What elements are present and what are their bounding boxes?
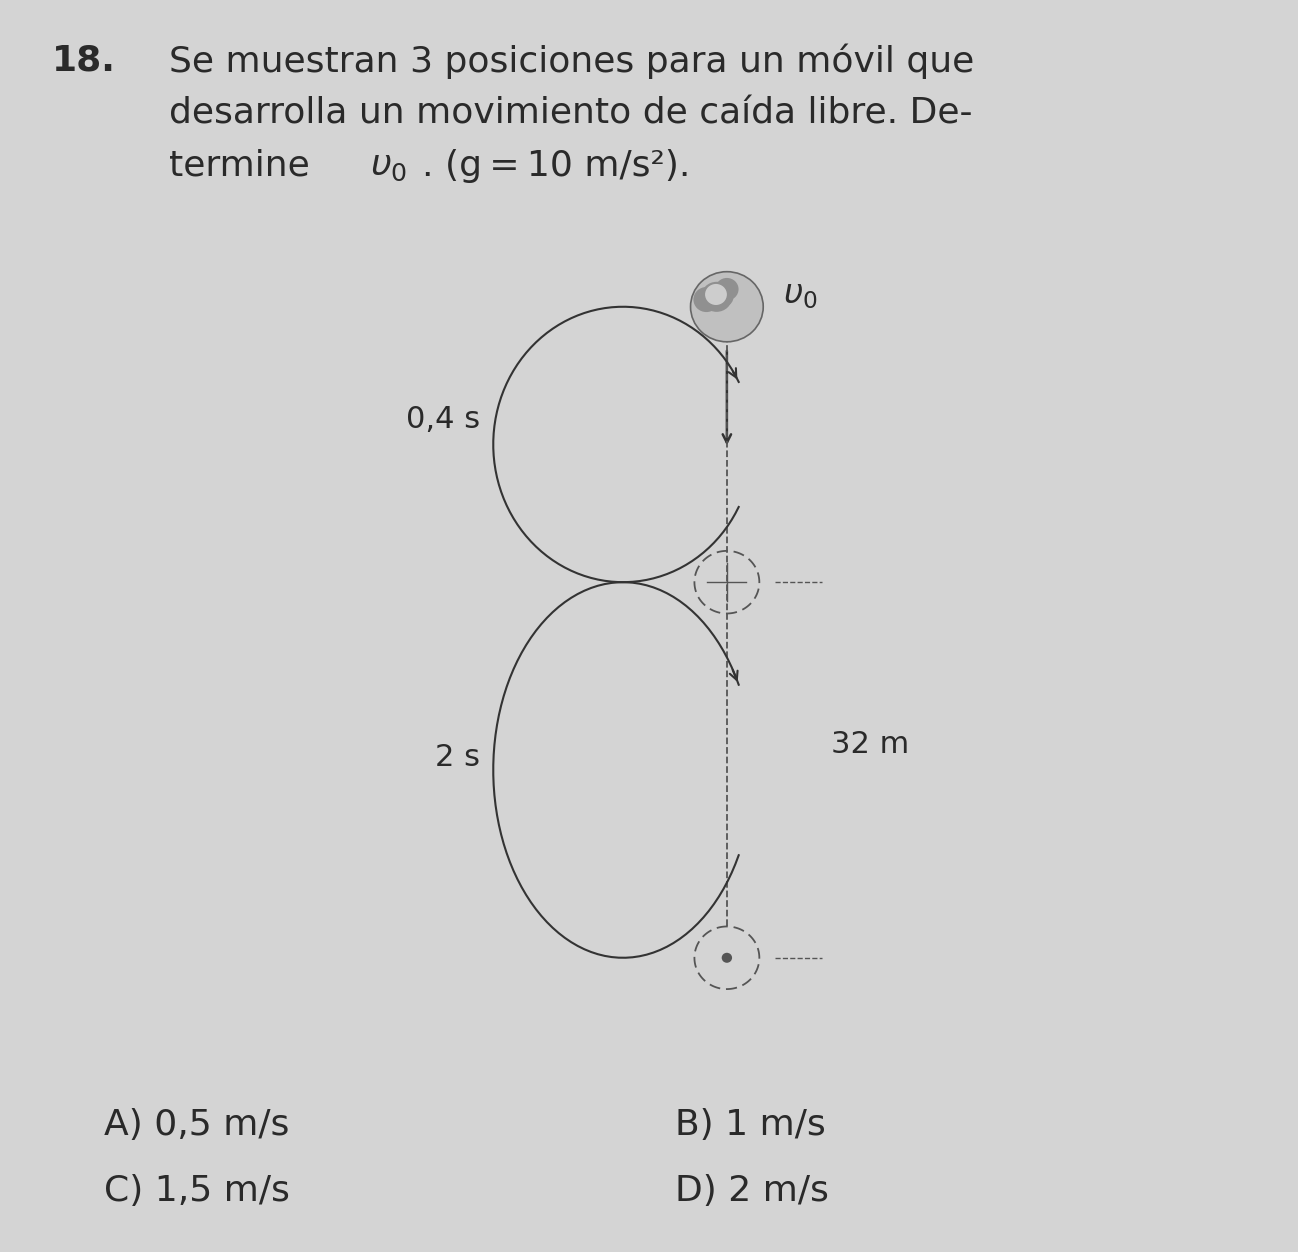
Text: A) 0,5 m/s: A) 0,5 m/s: [104, 1108, 289, 1142]
Circle shape: [693, 287, 719, 312]
Text: 18.: 18.: [52, 44, 116, 78]
Text: termine: termine: [169, 149, 321, 183]
Circle shape: [701, 282, 732, 312]
Text: Se muestran 3 posiciones para un móvil que: Se muestran 3 posiciones para un móvil q…: [169, 44, 974, 79]
Text: $\upsilon_0$: $\upsilon_0$: [370, 149, 408, 183]
Text: D) 2 m/s: D) 2 m/s: [675, 1174, 829, 1208]
Circle shape: [713, 287, 733, 307]
Circle shape: [722, 953, 732, 963]
Text: $\upsilon_0$: $\upsilon_0$: [783, 278, 818, 310]
Text: 2 s: 2 s: [435, 742, 480, 772]
Circle shape: [715, 278, 739, 300]
Text: 32 m: 32 m: [831, 730, 909, 760]
Text: desarrolla un movimiento de caída libre. De-: desarrolla un movimiento de caída libre.…: [169, 96, 972, 130]
Circle shape: [705, 284, 727, 305]
Circle shape: [691, 272, 763, 342]
Text: B) 1 m/s: B) 1 m/s: [675, 1108, 826, 1142]
Text: . (g = 10 m/s²).: . (g = 10 m/s²).: [422, 149, 691, 183]
Text: C) 1,5 m/s: C) 1,5 m/s: [104, 1174, 289, 1208]
Text: 0,4 s: 0,4 s: [406, 404, 480, 434]
